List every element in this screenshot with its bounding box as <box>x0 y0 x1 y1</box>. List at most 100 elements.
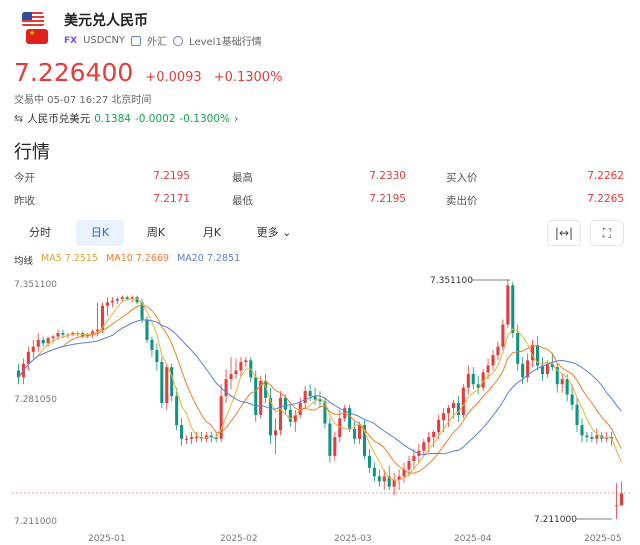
tab-intraday[interactable]: 分时 <box>29 226 51 239</box>
candle <box>115 298 119 301</box>
candle <box>496 346 500 356</box>
max-marker: 7.351100 <box>430 276 510 286</box>
last-price: 7.226400 <box>14 58 134 87</box>
ma-legend: 均线 MA5 7.2515 MA10 7.2669 MA20 7.2851 <box>14 253 240 267</box>
candle <box>293 414 297 422</box>
fit-width-button[interactable]: |↔| <box>547 220 581 246</box>
candle <box>397 476 401 480</box>
candle <box>46 338 50 344</box>
candle <box>234 370 238 374</box>
tab-weekly[interactable]: 周K <box>146 226 166 239</box>
cn-flag-icon: ★ <box>26 29 48 44</box>
candle <box>224 379 228 397</box>
period-tabs: 分时 日K 周K 月K 更多 ⌄ |↔| ⛶ <box>14 220 626 246</box>
candle <box>521 363 525 378</box>
price-change-pct: +0.1300% <box>213 70 283 85</box>
max-marker-label: 7.351100 <box>430 276 473 286</box>
candle <box>486 365 490 373</box>
candle <box>540 365 544 374</box>
candle <box>105 302 109 306</box>
candle <box>264 380 268 398</box>
candle <box>189 437 194 439</box>
candle <box>402 469 406 477</box>
candle <box>125 297 129 299</box>
ask-label: 卖出价 <box>446 195 478 207</box>
fullscreen-button[interactable]: ⛶ <box>590 220 624 246</box>
candle <box>254 377 258 415</box>
bid-label: 买入价 <box>446 172 478 184</box>
candle <box>580 425 584 436</box>
ma5-value: MA5 7.2515 <box>41 253 99 264</box>
candle <box>353 428 357 439</box>
candle <box>31 346 35 352</box>
instrument-meta: FX USDCNY 外汇 Level1基础行情 <box>64 33 262 48</box>
instrument-code: USDCNY <box>83 35 126 46</box>
candle <box>595 435 599 439</box>
candle <box>422 442 426 451</box>
bid-value: 7.2262 <box>587 170 624 182</box>
candle <box>387 476 391 487</box>
candle <box>476 384 480 388</box>
candle <box>130 297 134 299</box>
fx-badge: FX <box>64 35 78 46</box>
candle <box>526 360 530 378</box>
candle <box>135 297 139 303</box>
y-label-min: 7.211000 <box>14 517 57 527</box>
instrument-header: ★ 美元兑人民币 FX USDCNY 外汇 Level1基础行情 <box>22 8 622 50</box>
tab-more-label: 更多 <box>256 226 279 239</box>
x-label: 2025-01 <box>88 534 126 544</box>
candle <box>516 333 520 364</box>
ma5-line <box>18 298 622 481</box>
candle <box>259 380 263 415</box>
x-label: 2025-02 <box>220 534 258 544</box>
candle <box>140 302 144 320</box>
candle <box>615 505 619 507</box>
section-title: 行情 <box>14 142 50 163</box>
low-label: 最低 <box>232 195 253 207</box>
candle <box>333 437 337 456</box>
stats-row: 昨收 7.2171 最低 7.2195 卖出价 7.2265 <box>14 193 626 216</box>
fullscreen-icon: ⛶ <box>602 226 612 240</box>
level-label[interactable]: Level1基础行情 <box>189 37 262 48</box>
tab-daily[interactable]: 日K <box>76 220 124 246</box>
kline-chart[interactable]: 7.351100 7.281050 7.211000 2025-01 2025-… <box>0 265 640 545</box>
candle <box>150 339 154 351</box>
candle <box>555 367 559 385</box>
x-label: 2025-04 <box>454 534 492 544</box>
price-change: +0.0093 <box>145 70 202 85</box>
candle <box>328 423 332 456</box>
candle <box>491 355 495 366</box>
currency-flags-icon: ★ <box>22 12 48 44</box>
candle <box>323 401 327 424</box>
candle <box>456 402 460 415</box>
price-row: 7.226400 +0.0093 +0.1300% <box>14 58 282 87</box>
candle <box>180 425 184 439</box>
candle <box>535 344 540 366</box>
ma20-line <box>18 319 622 456</box>
candle <box>392 479 396 487</box>
candle <box>481 372 485 388</box>
high-value: 7.2330 <box>369 170 406 182</box>
candle <box>170 367 174 397</box>
candle <box>412 455 416 461</box>
tab-more[interactable]: 更多 ⌄ <box>246 220 302 246</box>
candle <box>120 297 124 299</box>
ma10-line <box>18 304 622 474</box>
inverse-rate-link[interactable]: ⇆ 人民币兑美元 0.1384 -0.0002 -0.1300% › <box>14 111 238 126</box>
candle <box>313 396 317 400</box>
level-icon <box>173 35 184 46</box>
candle <box>451 402 455 409</box>
candle <box>155 350 159 363</box>
stats-row: 今开 7.2195 最高 7.2330 买入价 7.2262 <box>14 170 626 193</box>
fit-width-icon: |↔| <box>554 226 574 240</box>
candle <box>619 493 624 506</box>
candle <box>100 305 105 330</box>
candle <box>442 413 446 421</box>
min-marker: 7.211000 <box>534 515 612 525</box>
tab-monthly[interactable]: 月K <box>202 226 222 239</box>
candle <box>338 418 342 438</box>
candle <box>273 430 278 436</box>
candle <box>110 300 114 303</box>
candle <box>590 437 594 439</box>
candle <box>56 333 60 337</box>
